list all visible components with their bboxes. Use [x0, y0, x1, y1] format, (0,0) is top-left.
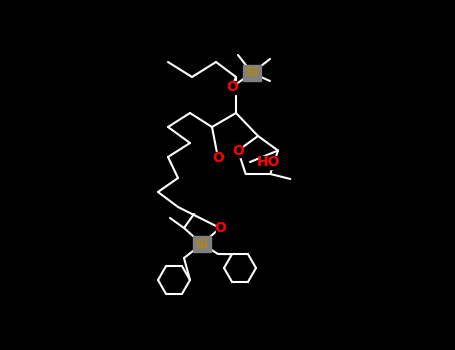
Text: O: O — [232, 144, 244, 158]
Text: O: O — [226, 80, 238, 94]
Bar — [261, 155, 275, 168]
Bar — [193, 236, 211, 252]
Bar — [243, 65, 261, 81]
Text: O: O — [212, 151, 224, 165]
Bar — [214, 152, 222, 164]
Bar — [216, 222, 224, 235]
Text: Si: Si — [196, 238, 208, 251]
Bar — [234, 144, 242, 157]
Text: HO: HO — [256, 155, 280, 169]
Text: O: O — [214, 221, 226, 235]
Text: Si: Si — [245, 66, 258, 79]
Bar — [228, 80, 236, 93]
